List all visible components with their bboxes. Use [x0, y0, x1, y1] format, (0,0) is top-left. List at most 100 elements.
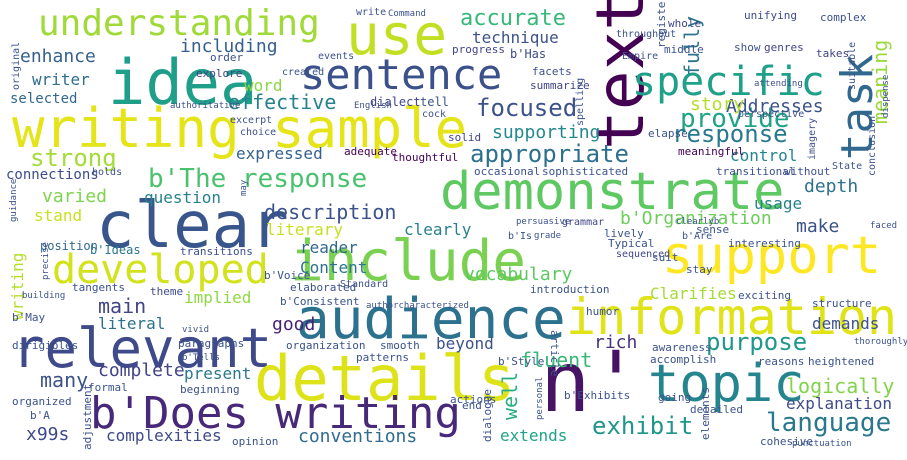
- word-vivid: vivid: [182, 325, 210, 335]
- word-attending: attending: [754, 79, 803, 89]
- word-specific: specific: [632, 59, 825, 105]
- word-cock: cock: [422, 109, 447, 120]
- word-main: main: [98, 294, 147, 318]
- word-information: information: [566, 288, 898, 346]
- word-story: story: [690, 94, 745, 115]
- word-register: register: [655, 0, 668, 48]
- word-stay: stay: [686, 263, 713, 276]
- word-expressed: expressed: [236, 144, 323, 163]
- word-explanation: explanation: [786, 394, 892, 413]
- word-holds: holds: [92, 167, 123, 178]
- word-paragraphs: paragraphs: [178, 337, 245, 350]
- word-typical: Typical: [608, 237, 655, 250]
- word-write: write: [356, 7, 387, 18]
- word-reasons: reasons: [758, 355, 805, 368]
- word-unifying: unifying: [744, 9, 797, 22]
- word-suit: suit: [652, 251, 679, 264]
- word-demands: demands: [812, 314, 880, 333]
- word-clear: clear: [96, 189, 289, 263]
- word-suitable: suitable: [847, 41, 858, 90]
- word-varied: varied: [42, 186, 108, 207]
- word-complexities: complexities: [106, 426, 222, 445]
- word-order: order: [210, 51, 244, 64]
- word-authoritative: authoritative: [170, 101, 241, 111]
- word-tell: tell: [420, 95, 449, 109]
- word-created: created: [282, 67, 325, 78]
- word-accurate: accurate: [460, 6, 566, 31]
- word-formal: formal: [88, 381, 128, 394]
- word-lively: lively: [604, 227, 644, 240]
- word-organized: organized: [12, 395, 72, 408]
- word-punctuation: punctuation: [792, 439, 852, 449]
- word-n-quote: n': [540, 333, 642, 431]
- word-building: building: [22, 291, 66, 301]
- word-cohesive: cohesive: [760, 435, 813, 448]
- word-control: control: [730, 146, 798, 165]
- word-dialogue: dialogue: [481, 389, 494, 442]
- word-content: Content: [300, 258, 368, 277]
- word-well: well: [498, 371, 522, 420]
- word-exhibit: exhibit: [592, 412, 694, 440]
- word-clearly: clearly: [404, 220, 472, 239]
- word-theme: theme: [150, 285, 184, 298]
- word-heightened: heightened: [808, 355, 875, 368]
- word-understanding: understanding: [38, 3, 320, 44]
- word-elaborated: elaborated: [290, 281, 357, 294]
- word-choice: choice: [240, 127, 277, 138]
- word-structure: structure: [812, 297, 872, 310]
- word-question: question: [144, 188, 222, 207]
- word-developed: developed: [52, 247, 269, 293]
- word-state: State: [832, 161, 863, 172]
- word-enhance: enhance: [20, 46, 96, 67]
- word-b-may: b'May: [12, 311, 46, 324]
- word-provide: provide: [680, 104, 790, 134]
- word-support: support: [662, 226, 882, 286]
- word-does-writing: b'Does writing: [90, 388, 461, 439]
- word-reader: reader: [300, 238, 358, 257]
- word-selected: selected: [10, 91, 78, 107]
- word-description: description: [264, 200, 397, 224]
- word-addresses: Addresses: [726, 96, 824, 117]
- word-effective: effective: [228, 90, 337, 114]
- word-many: many: [40, 368, 89, 392]
- word-clarifies: Clarifies: [650, 284, 737, 303]
- word-personal: personal: [535, 376, 545, 420]
- word-literal: literal: [98, 314, 166, 333]
- word-b-are: b'Are: [682, 231, 713, 242]
- word-facets: facets: [532, 65, 572, 78]
- word-use: use: [346, 3, 448, 68]
- word-word: word: [244, 76, 283, 95]
- word-usage: usage: [754, 194, 803, 213]
- word-meaningful: meaningful: [678, 145, 745, 158]
- word-explore: explore: [196, 67, 243, 80]
- word-standard: Standard: [340, 279, 389, 290]
- word-sentence: sentence: [300, 50, 503, 99]
- word-tangents: tangents: [72, 281, 125, 294]
- word-thoroughly: thoroughly: [854, 337, 907, 347]
- word-fluent: fluent: [520, 348, 593, 372]
- word-empire: Empire: [622, 51, 659, 62]
- word-opinion: opinion: [232, 435, 279, 448]
- word-whole: whole: [668, 17, 702, 30]
- word-original: original: [11, 41, 22, 90]
- word-progress: progress: [452, 43, 505, 56]
- word-depth: depth: [804, 176, 859, 197]
- word-logically: logically: [786, 374, 895, 398]
- word-actions: actions: [450, 393, 497, 406]
- word-connections: connections: [6, 167, 99, 183]
- word-appropriate: appropriate: [470, 140, 629, 168]
- word-make: make: [796, 216, 840, 237]
- word-imagery: imagery: [807, 117, 818, 160]
- word-writer: writer: [32, 70, 90, 89]
- word-elements: elements: [699, 387, 712, 440]
- word-adjustment: adjustment: [81, 383, 94, 450]
- word-demonstrate: demonstrate: [440, 162, 785, 222]
- word-grade: grade: [534, 231, 562, 241]
- word-b-style: b'Style: [498, 355, 545, 368]
- word-adequate: adequate: [344, 145, 397, 158]
- word-conventions: conventions: [298, 426, 418, 447]
- word-b-consistent: b'Consistent: [280, 295, 360, 308]
- word-x99s: x99s: [26, 424, 70, 445]
- word-writing-sample: writing sample: [12, 97, 468, 160]
